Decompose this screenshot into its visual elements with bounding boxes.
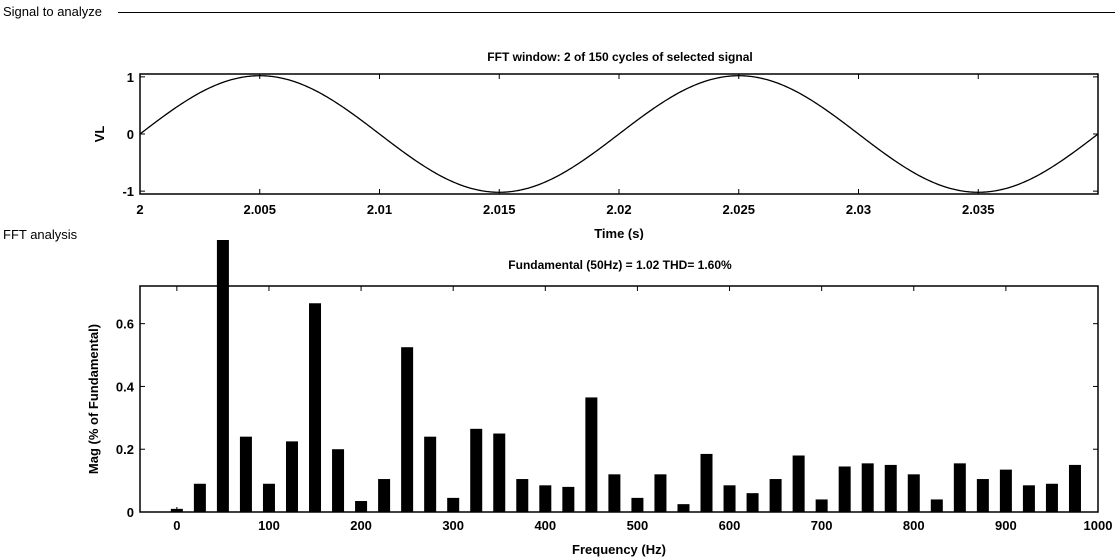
fft-bar [1045,483,1058,512]
x-tick-label: 500 [627,518,649,533]
x-tick-label: 400 [534,518,556,533]
signal-section-rule [118,12,1115,13]
fft-bar [470,428,483,512]
fft-bar [999,469,1012,513]
fft-bar [769,479,782,512]
x-tick-label: 2.02 [606,202,631,217]
y-axis-label: VL [92,126,107,143]
fft-bar [608,474,621,512]
x-tick-label: 600 [719,518,741,533]
x-tick-label: 2.025 [722,202,755,217]
fft-bar [907,474,920,512]
fft-bar [262,483,275,512]
fft-bar [401,347,414,512]
fft-bar [332,449,345,512]
fft-plot-title: Fundamental (50Hz) = 1.02 THD= 1.60% [508,258,732,272]
fft-bar [815,499,828,512]
fft-bar [677,504,690,512]
fft-bar [1022,485,1035,512]
fft-section-label: FFT analysis [3,227,78,242]
x-tick-label: 2.01 [367,202,392,217]
fft-bar [170,508,183,512]
fft-bar [953,463,966,512]
y-axis-label: Mag (% of Fundamental) [86,324,101,474]
fft-bar [861,463,874,512]
fft-bar [1068,464,1081,512]
x-axis-label: Frequency (Hz) [572,542,666,557]
fft-bar [493,433,506,512]
x-tick-label: 2.035 [962,202,995,217]
fft-bar [355,501,368,512]
fft-bar [539,485,552,512]
fft-bar [585,397,598,512]
fft-bar [654,474,667,512]
x-tick-label: 900 [995,518,1017,533]
fft-bar [424,436,437,512]
signal-section-label: Signal to analyze [3,4,103,19]
y-tick-label: 1 [127,70,134,85]
y-tick-label: 0.2 [116,442,134,457]
fft-bar [700,453,713,512]
x-tick-label: 200 [350,518,372,533]
fft-bar [378,479,391,512]
fft-bar [792,455,805,512]
y-tick-label: 0.6 [116,317,134,332]
fft-bar [285,441,298,513]
x-tick-label: 700 [811,518,833,533]
fft-bar [930,499,943,512]
x-tick-label: 2.015 [483,202,516,217]
fft-bar [746,493,759,512]
fft-bar [838,466,851,512]
fft-bar [216,240,229,512]
y-tick-label: -1 [122,184,134,199]
x-tick-label: 1000 [1084,518,1113,533]
fft-bar [447,497,460,513]
x-axis-label: Time (s) [594,226,644,240]
fft-bar [976,479,989,512]
fft-bar [631,497,644,513]
y-tick-label: 0.4 [116,379,135,394]
x-tick-label: 2.03 [846,202,871,217]
signal-line [139,75,1099,193]
x-tick-label: 0 [173,518,180,533]
time-domain-chart: 2 2.005 2.01 2.015 2.02 2.025 2.03 2.035 -1 0 1 VL T… [92,70,1099,240]
x-tick-label: 800 [903,518,925,533]
fft-bar [562,486,575,512]
fft-bar [516,479,529,512]
fft-bar [309,303,322,512]
x-tick-label: 300 [442,518,464,533]
fft-bar [193,483,206,512]
time-plot-title: FFT window: 2 of 150 cycles of selected … [487,50,753,64]
fft-bar [723,485,736,512]
y-tick-label: 0 [127,127,134,142]
x-tick-label: 2 [136,202,143,217]
y-tick-label: 0 [127,505,134,520]
fft-bar [239,436,252,512]
fft-bar [884,464,897,512]
x-tick-label: 100 [258,518,280,533]
x-tick-label: 2.005 [243,202,276,217]
